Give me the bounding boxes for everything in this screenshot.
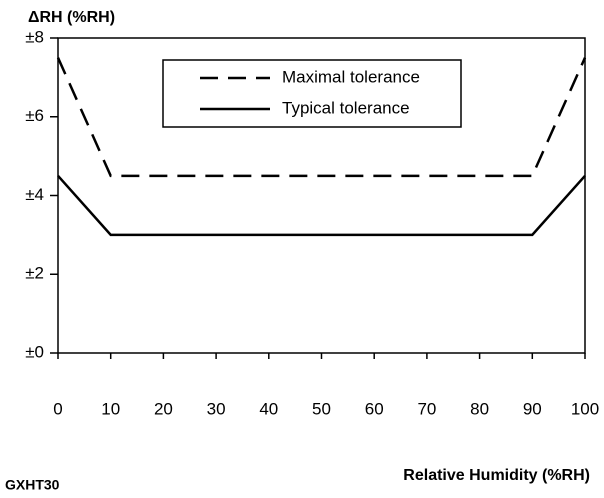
- x-tick-label: 10: [101, 399, 120, 418]
- x-tick-label: 50: [312, 399, 331, 418]
- y-tick-label: ±2: [25, 264, 44, 283]
- x-tick-label: 0: [53, 399, 62, 418]
- y-tick-label: ±0: [25, 342, 44, 361]
- legend-box: [162, 59, 462, 128]
- y-tick-label: ±6: [25, 106, 44, 125]
- x-tick-label: 20: [154, 399, 173, 418]
- x-tick-label: 70: [417, 399, 436, 418]
- y-axis-label: ΔRH (%RH): [28, 9, 115, 26]
- x-tick-label: 80: [470, 399, 489, 418]
- y-tick-label: ±8: [25, 27, 44, 46]
- legend-label: Maximal tolerance: [282, 67, 420, 86]
- x-tick-label: 30: [207, 399, 226, 418]
- legend-label: Typical tolerance: [282, 98, 410, 117]
- model-label: GXHT30: [5, 477, 60, 493]
- x-tick-label: 90: [523, 399, 542, 418]
- x-tick-label: 100: [571, 399, 599, 418]
- line-series: [57, 174, 586, 237]
- x-tick-label: 60: [365, 399, 384, 418]
- x-axis-label: Relative Humidity (%RH): [403, 467, 590, 484]
- y-tick-label: ±4: [25, 185, 44, 204]
- line-series: [56, 57, 587, 178]
- x-tick-label: 40: [259, 399, 278, 418]
